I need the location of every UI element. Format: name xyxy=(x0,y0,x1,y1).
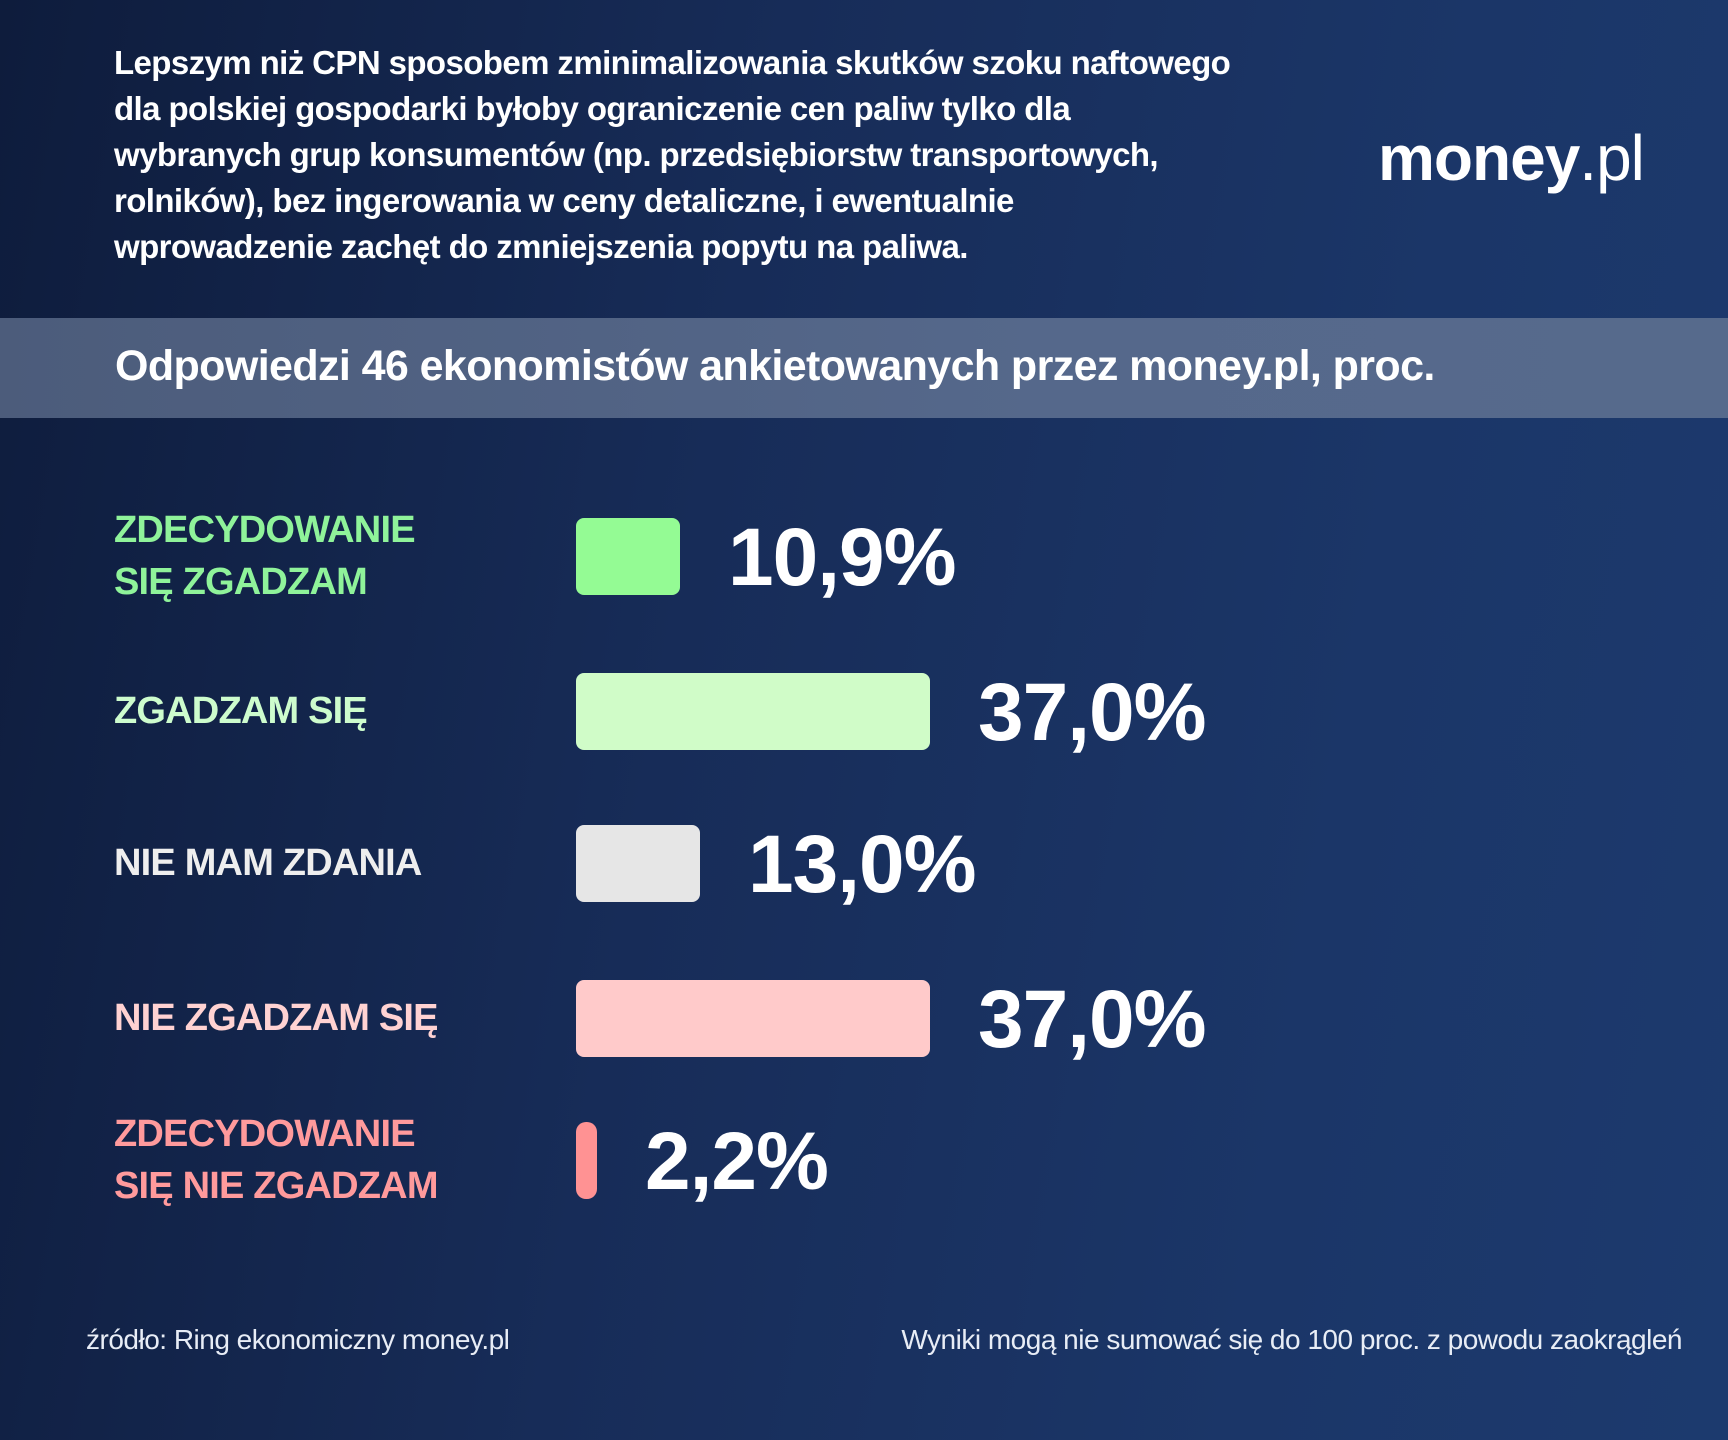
bar-label: ZGADZAM SIĘ xyxy=(114,690,368,732)
bar-value: 37,0% xyxy=(978,667,1207,758)
bar xyxy=(576,1122,597,1199)
bar-label: NIE ZGADZAM SIĘ xyxy=(114,997,438,1039)
bar-label: ZDECYDOWANIE SIĘ ZGADZAM xyxy=(114,509,416,603)
bar-value: 37,0% xyxy=(978,974,1207,1065)
rounding-note: Wyniki mogą nie sumować się do 100 proc.… xyxy=(901,1324,1682,1355)
bar-label: NIE MAM ZDANIA xyxy=(114,842,422,884)
bar xyxy=(576,980,930,1057)
logo-brand: money xyxy=(1378,122,1580,194)
bar xyxy=(576,518,680,595)
bar-value: 2,2% xyxy=(645,1116,829,1207)
money-pl-logo: money.pl xyxy=(1378,118,1645,198)
bar xyxy=(576,825,700,902)
subtitle-band xyxy=(0,318,1728,418)
bar-label: ZDECYDOWANIE SIĘ NIE ZGADZAM xyxy=(114,1113,438,1207)
bar-value: 13,0% xyxy=(748,819,977,910)
source-note: źródło: Ring ekonomiczny money.pl xyxy=(86,1324,510,1355)
chart-question-title: Lepszym niż CPN sposobem zminimalizowani… xyxy=(114,44,1231,265)
bar xyxy=(576,673,930,750)
bar-value: 10,9% xyxy=(728,512,957,603)
chart-subtitle: Odpowiedzi 46 ekonomistów ankietowanych … xyxy=(115,342,1435,390)
logo-tld: .pl xyxy=(1579,122,1645,194)
